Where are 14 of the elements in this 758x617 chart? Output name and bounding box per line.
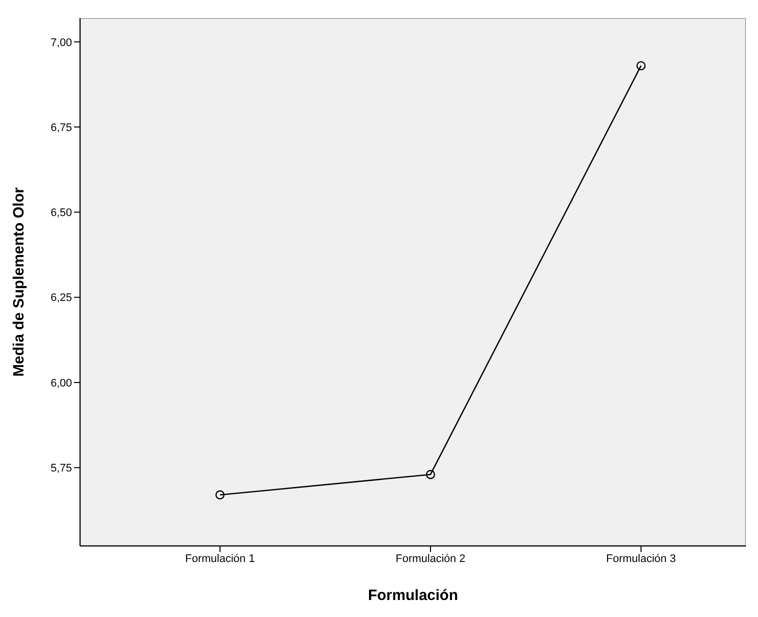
x-tick-label: Formulación 3: [606, 552, 676, 565]
y-tick-label: 6,75: [50, 122, 72, 134]
y-tick-label: 7,00: [50, 36, 72, 49]
y-tick-label: 5,75: [50, 462, 72, 475]
point: [215, 490, 225, 500]
y-tick-label: 6,25: [50, 292, 72, 304]
x-axis-title: Formulación: [368, 587, 458, 604]
y-axis-title: Media de Suplemento Olor: [10, 187, 28, 377]
point: [426, 470, 436, 480]
x-tick-label: Formulación 2: [396, 552, 466, 565]
y-tick-label: 6,00: [50, 377, 72, 390]
y-tick-label: 6,50: [50, 207, 72, 220]
x-tick-label: Formulación 1: [185, 552, 255, 565]
point: [636, 61, 646, 70]
